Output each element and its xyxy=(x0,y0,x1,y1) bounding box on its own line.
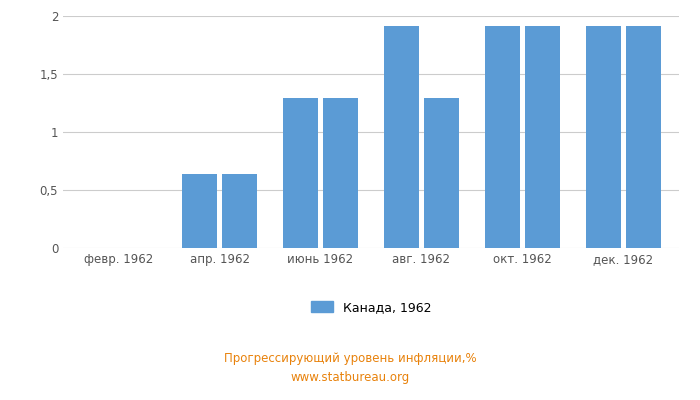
Bar xyxy=(222,174,257,248)
Text: Прогрессирующий уровень инфляции,%
www.statbureau.org: Прогрессирующий уровень инфляции,% www.s… xyxy=(224,352,476,384)
Bar xyxy=(424,98,458,248)
Legend: Канада, 1962: Канада, 1962 xyxy=(305,296,437,319)
Bar xyxy=(284,98,318,248)
Bar xyxy=(626,26,661,248)
Bar xyxy=(525,26,560,248)
Bar xyxy=(323,98,358,248)
Bar xyxy=(182,174,217,248)
Bar xyxy=(587,26,621,248)
Bar xyxy=(384,26,419,248)
Bar xyxy=(485,26,520,248)
